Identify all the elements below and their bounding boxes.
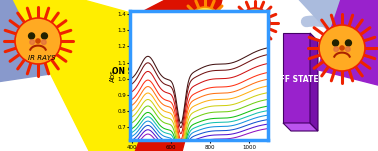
Circle shape — [345, 40, 352, 46]
Circle shape — [257, 22, 260, 25]
Polygon shape — [100, 51, 165, 91]
Polygon shape — [283, 33, 310, 123]
Circle shape — [42, 33, 47, 39]
Circle shape — [15, 18, 61, 64]
Polygon shape — [283, 123, 318, 131]
Circle shape — [36, 39, 40, 43]
Circle shape — [189, 7, 221, 39]
Circle shape — [340, 46, 344, 50]
Circle shape — [199, 22, 203, 26]
Circle shape — [208, 22, 211, 26]
Circle shape — [319, 25, 365, 71]
Circle shape — [345, 47, 350, 51]
Circle shape — [42, 40, 46, 45]
Circle shape — [257, 18, 261, 22]
Y-axis label: Abs: Abs — [110, 69, 116, 82]
Circle shape — [30, 40, 35, 45]
Circle shape — [203, 22, 206, 24]
Circle shape — [249, 22, 253, 25]
Circle shape — [333, 40, 339, 46]
Polygon shape — [310, 33, 318, 131]
Polygon shape — [100, 91, 170, 96]
Text: ON STATE: ON STATE — [112, 67, 154, 77]
Circle shape — [254, 22, 256, 24]
Polygon shape — [165, 51, 170, 96]
Circle shape — [249, 18, 253, 22]
Circle shape — [29, 33, 34, 39]
Circle shape — [208, 17, 212, 22]
Circle shape — [240, 8, 270, 38]
Text: VISIBLE: VISIBLE — [140, 23, 170, 39]
Circle shape — [334, 47, 339, 51]
Text: OFF STATE: OFF STATE — [273, 74, 319, 84]
Circle shape — [198, 17, 203, 22]
Text: IR RAYS: IR RAYS — [28, 55, 56, 61]
